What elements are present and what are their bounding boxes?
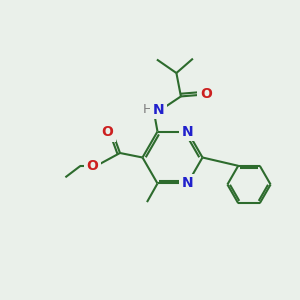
Text: N: N [182, 124, 193, 139]
Text: O: O [200, 87, 212, 101]
Text: O: O [86, 159, 98, 173]
Text: H: H [143, 103, 153, 116]
Text: N: N [182, 176, 193, 190]
Text: N: N [152, 103, 164, 117]
Text: O: O [101, 125, 113, 139]
